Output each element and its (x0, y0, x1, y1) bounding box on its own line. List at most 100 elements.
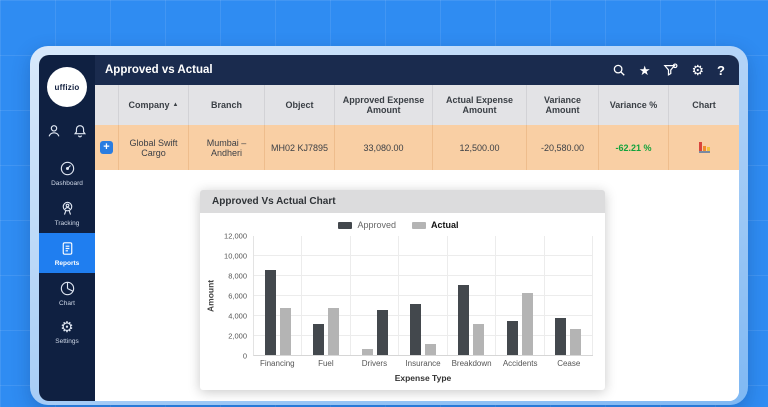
bar-cease-approved (555, 318, 567, 355)
column-header-branch[interactable]: Branch (189, 85, 265, 125)
column-header-company[interactable]: Company ▲ (119, 85, 189, 125)
bar-drivers-actual (361, 349, 373, 355)
logo[interactable]: uffizio (47, 67, 87, 107)
content-area: Approved Vs Actual Chart Approved Actual (95, 170, 739, 401)
column-header-chart[interactable]: Chart (692, 100, 716, 110)
x-tick-label: Financing (259, 359, 295, 368)
y-tick-label: 0 (242, 351, 247, 361)
column-header-approved[interactable]: Approved Expense Amount (335, 85, 433, 125)
column-header-variance-pct[interactable]: Variance % (599, 85, 669, 125)
bar-breakdown-approved (458, 285, 470, 355)
bar-breakdown-actual (473, 324, 485, 355)
table-row: + Global Swift Cargo Mumbai – Andheri MH… (95, 125, 739, 170)
page-title: Approved vs Actual (105, 64, 213, 76)
cell-branch: Mumbai – Andheri (189, 125, 265, 170)
y-tick-label: 4,000 (228, 311, 247, 321)
sidebar-item-settings[interactable]: ⚙ Settings (39, 313, 95, 351)
bar-drivers-approved (376, 310, 388, 355)
cell-object: MH02 KJ7895 (265, 125, 335, 170)
sidebar-quick-icons (46, 123, 88, 139)
column-header-variance[interactable]: Variance Amount (527, 85, 599, 125)
reports-document-icon (59, 240, 76, 257)
chart-group-accidents (496, 236, 545, 355)
sidebar-item-tracking[interactable]: Tracking (39, 193, 95, 233)
help-icon[interactable]: ? (717, 62, 725, 78)
user-icon[interactable] (46, 123, 62, 139)
settings-gear-icon: ⚙ (60, 319, 74, 336)
chart-group-financing (254, 236, 303, 355)
bar-insurance-actual (424, 344, 436, 355)
topbar: Approved vs Actual ★ ⚙ ? (95, 55, 739, 85)
x-axis-title: Expense Type (394, 373, 452, 383)
chart-card-title: Approved Vs Actual Chart (200, 190, 605, 213)
star-icon[interactable]: ★ (638, 62, 651, 78)
cell-company: Global Swift Cargo (119, 125, 189, 170)
cell-approved-expense: 33,080.00 (335, 125, 433, 170)
chart-card: Approved Vs Actual Chart Approved Actual (200, 190, 605, 390)
filter-icon[interactable] (663, 63, 678, 77)
legend-label-actual: Actual (431, 220, 459, 230)
app-body: uffizio (39, 55, 739, 401)
x-tick-label: Cease (557, 359, 581, 368)
y-tick-label: 6,000 (228, 291, 247, 301)
bar-accidents-actual (521, 293, 533, 355)
sidebar-item-chart[interactable]: Chart (39, 273, 95, 313)
y-tick-label: 12,000 (224, 231, 247, 241)
x-tick-label: Fuel (318, 359, 334, 368)
chart-plot (253, 236, 593, 356)
x-tick-label: Breakdown (451, 359, 492, 368)
expand-row-button[interactable]: + (100, 141, 113, 154)
chart-area: Amount 0 2,000 4,000 6,000 8,000 10,000 12,000… (204, 232, 593, 383)
y-tick-label: 8,000 (228, 271, 247, 281)
x-tick-label: Drivers (361, 359, 388, 368)
sidebar-nav: Dashboard Tracking (39, 153, 95, 351)
sidebar-item-label: Chart (59, 300, 75, 307)
bar-accidents-approved (506, 321, 518, 355)
bar-cease-actual (570, 329, 582, 355)
bar-fuel-actual (328, 308, 340, 355)
column-header-actual[interactable]: Actual Expense Amount (433, 85, 527, 125)
cell-variance-amount: -20,580.00 (527, 125, 599, 170)
sidebar-item-label: Dashboard (51, 180, 83, 187)
chart-legend: Approved Actual (204, 220, 593, 230)
column-header-object[interactable]: Object (265, 85, 335, 125)
legend-item-actual[interactable]: Actual (412, 220, 459, 230)
legend-swatch-approved (338, 221, 353, 229)
sort-asc-icon: ▲ (172, 102, 179, 108)
sidebar-item-label: Reports (54, 260, 80, 267)
cell-actual-expense: 12,500.00 (433, 125, 527, 170)
expand-column-header (95, 85, 119, 125)
bell-icon[interactable] (72, 123, 88, 139)
report-table: Company ▲ Branch Object Approved Expense… (95, 85, 739, 170)
chart-group-drivers (351, 236, 400, 355)
cell-variance-pct: -62.21 % (599, 125, 669, 170)
y-axis: 0 2,000 4,000 6,000 8,000 10,000 12,000 (217, 232, 253, 361)
x-tick-label: Insurance (405, 359, 441, 368)
legend-item-approved[interactable]: Approved (338, 220, 396, 230)
app-window: uffizio (30, 46, 748, 405)
row-bar-chart-icon[interactable] (698, 142, 710, 153)
chart-group-cease (545, 236, 593, 355)
plot-column: Financing Fuel Drivers Insurance Breakdown Ac… (253, 236, 593, 383)
gear-icon[interactable]: ⚙ (691, 62, 705, 78)
bar-insurance-approved (409, 304, 421, 355)
x-axis: Financing Fuel Drivers Insurance Breakdown Ac… (253, 359, 593, 368)
chart-card-body: Approved Actual Amount 0 2,000 4,000 6,000 8… (200, 213, 605, 387)
y-tick-label: 10,000 (224, 251, 247, 261)
legend-label-approved: Approved (357, 220, 396, 230)
logo-text: uffizio (54, 82, 80, 92)
search-icon[interactable] (612, 63, 626, 77)
expand-cell: + (95, 125, 119, 170)
main-area: Approved vs Actual ★ ⚙ ? (95, 55, 739, 401)
pie-chart-icon (59, 280, 76, 297)
sidebar-item-reports[interactable]: Reports (39, 233, 95, 273)
x-tick-label: Accidents (502, 359, 538, 368)
sidebar-item-dashboard[interactable]: Dashboard (39, 153, 95, 193)
bar-financing-actual (279, 308, 291, 355)
chart-group-breakdown (448, 236, 497, 355)
chart-group-fuel (302, 236, 351, 355)
legend-swatch-actual (412, 221, 426, 229)
cell-chart (669, 125, 739, 170)
sidebar-item-label: Tracking (54, 220, 80, 227)
bar-fuel-approved (313, 324, 325, 355)
